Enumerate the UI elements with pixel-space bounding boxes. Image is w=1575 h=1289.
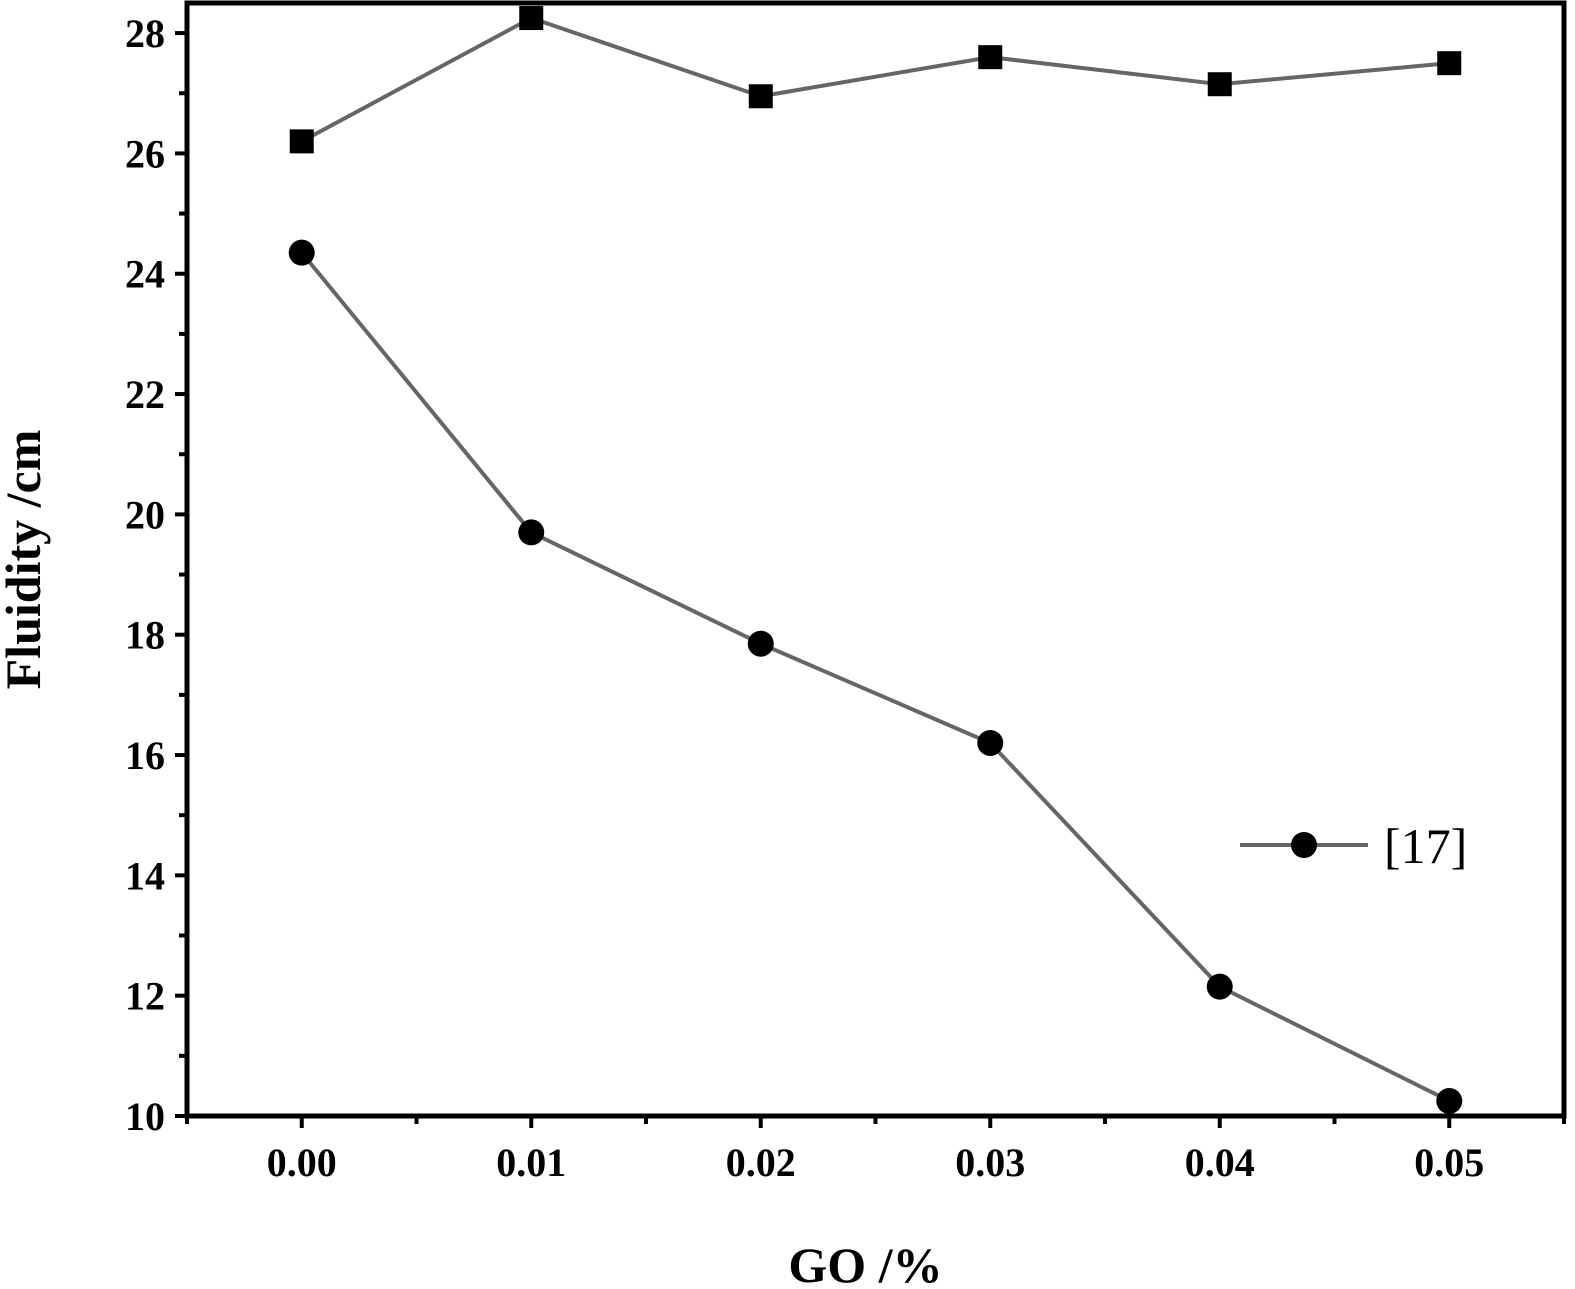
square-marker <box>748 84 773 109</box>
y-tick-label: 20 <box>125 492 165 537</box>
circle-marker <box>1206 973 1233 1000</box>
square-marker <box>1437 51 1462 76</box>
square-marker <box>1207 72 1232 97</box>
y-tick-label: 26 <box>125 131 165 176</box>
x-tick-label: 0.04 <box>1185 1140 1255 1185</box>
x-tick-label: 0.05 <box>1414 1140 1484 1185</box>
legend: [17] <box>1240 818 1467 874</box>
y-tick-label: 16 <box>125 733 165 778</box>
y-tick-label: 24 <box>125 252 165 297</box>
axes: 0.00 0.01 0.02 0.03 0.04 0.05 10 12 14 16 18 20 22 24… <box>125 0 1567 1185</box>
circle-marker <box>977 729 1004 756</box>
legend-label: [17] <box>1384 818 1467 874</box>
x-tick-label: 0.02 <box>726 1140 796 1185</box>
plot-series <box>288 6 1463 1114</box>
y-tick-label: 28 <box>125 11 165 56</box>
square-marker <box>978 45 1003 70</box>
x-tick-label: 0.00 <box>267 1140 337 1185</box>
legend-marker <box>1291 832 1317 858</box>
series-line <box>300 15 1450 144</box>
x-tick-label: 0.01 <box>496 1140 566 1185</box>
y-tick-label: 22 <box>125 372 165 417</box>
series-line <box>300 251 1451 1103</box>
circle-marker <box>1436 1087 1463 1114</box>
x-axis-title: GO /% <box>788 1237 942 1289</box>
circle-marker <box>288 239 315 266</box>
x-tick-label: 0.03 <box>955 1140 1025 1185</box>
circle-marker <box>747 630 774 657</box>
circle-marker <box>518 519 545 546</box>
series-1 <box>289 6 1462 154</box>
y-tick-label: 12 <box>125 974 165 1019</box>
plot-frame <box>184 0 1567 1119</box>
square-marker <box>289 129 314 154</box>
y-axis-title: Fluidity /cm <box>0 430 51 690</box>
square-marker <box>519 6 544 31</box>
y-tick-label: 18 <box>125 613 165 658</box>
series-2 <box>288 239 1463 1114</box>
y-tick-label: 14 <box>125 853 165 898</box>
y-tick-label: 10 <box>125 1094 165 1139</box>
